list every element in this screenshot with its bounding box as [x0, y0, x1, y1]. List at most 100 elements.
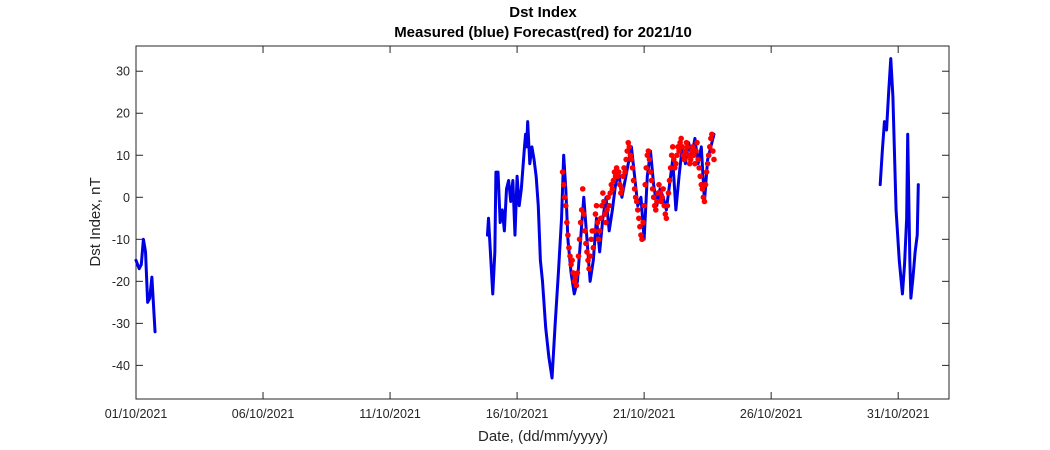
forecast-point: [564, 219, 570, 226]
y-tick-label: 20: [116, 107, 130, 121]
forecast-point: [709, 131, 715, 138]
forecast-point: [701, 198, 708, 205]
forecast-point: [698, 181, 705, 188]
forecast-point: [598, 202, 605, 209]
forecast-point: [702, 181, 709, 188]
forecast-point: [690, 144, 696, 150]
forecast-point: [640, 219, 646, 226]
forecast-point: [629, 165, 636, 171]
forecast-point: [580, 211, 587, 217]
forecast-point: [623, 156, 629, 163]
forecast-point: [634, 207, 641, 213]
forecast-point: [632, 194, 639, 201]
forecast-point: [575, 253, 582, 259]
forecast-point: [610, 177, 617, 184]
forecast-point: [569, 257, 575, 264]
forecast-point: [658, 198, 664, 205]
forecast-point: [704, 160, 711, 167]
forecast-point: [667, 165, 674, 171]
forecast-point: [572, 274, 579, 280]
forecast-point: [703, 169, 710, 175]
forecast-point: [559, 169, 566, 175]
forecast-point: [566, 244, 572, 251]
forecast-point: [643, 165, 650, 171]
x-axis-label: Date, (dd/mm/yyyy): [478, 428, 608, 445]
forecast-point: [618, 190, 624, 196]
series-layer: [134, 57, 920, 380]
x-tick-label: 16/10/2021: [486, 407, 549, 421]
forecast-point: [621, 165, 627, 171]
forecast-point: [699, 186, 706, 192]
forecast-point: [582, 228, 588, 234]
forecast-point: [614, 173, 621, 180]
forecast-point: [659, 194, 665, 201]
forecast-point: [662, 211, 669, 217]
forecast-point: [645, 148, 652, 154]
forecast-point: [603, 219, 609, 226]
forecast-point: [620, 173, 626, 180]
forecast-point: [593, 202, 600, 209]
forecast-point: [651, 202, 658, 209]
forecast-point: [682, 148, 689, 154]
forecast-point: [600, 190, 606, 196]
forecast-point: [644, 152, 651, 159]
forecast-point: [587, 253, 593, 259]
forecast-point: [686, 160, 693, 167]
forecast-point: [657, 190, 663, 196]
forecast-point: [586, 265, 592, 272]
forecast-point: [609, 186, 616, 192]
y-tick-label: -30: [112, 317, 130, 331]
x-tick-label: 11/10/2021: [359, 407, 421, 421]
x-tick-label: 31/10/2021: [867, 407, 930, 421]
forecast-point: [676, 148, 682, 154]
forecast-point: [624, 148, 630, 154]
forecast-point: [616, 181, 623, 188]
plot-area: [135, 45, 950, 400]
forecast-point: [594, 219, 601, 226]
y-tick-label: -10: [112, 233, 130, 247]
forecast-point: [571, 278, 578, 285]
forecast-point: [590, 244, 597, 251]
forecast-point: [615, 169, 622, 175]
forecast-point: [669, 144, 676, 150]
forecast-point: [711, 156, 717, 163]
forecast-point: [588, 236, 594, 243]
y-axis: -40 -30 -20 -10 0 10 20 30: [112, 65, 949, 373]
forecast-point: [636, 215, 642, 222]
forecast-point: [584, 249, 590, 255]
forecast-point: [573, 282, 580, 289]
forecast-point: [652, 207, 659, 213]
forecast-point: [681, 156, 688, 163]
chart-subtitle: Measured (blue) Forecast(red) for 2021/1…: [394, 24, 692, 41]
forecast-point: [613, 165, 620, 171]
forecast-point: [627, 152, 634, 159]
forecast-point: [619, 186, 625, 192]
measured-line: [134, 237, 157, 334]
forecast-point: [583, 240, 589, 247]
x-tick-label: 26/10/2021: [740, 407, 803, 421]
x-axis: 01/10/2021 06/10/2021 11/10/2021 16/10/2021…: [105, 46, 930, 421]
forecast-point: [604, 207, 610, 213]
forecast-point: [691, 152, 697, 159]
forecast-point: [568, 261, 574, 268]
forecast-point: [647, 169, 654, 175]
forecast-point: [649, 186, 656, 192]
forecast-point: [631, 186, 638, 192]
forecast-point: [574, 270, 581, 276]
forecast-point: [607, 190, 614, 196]
forecast-point: [696, 165, 702, 171]
forecast-point: [694, 139, 700, 146]
forecast-point: [606, 202, 612, 209]
forecast-point: [673, 160, 679, 167]
forecast-point: [692, 160, 698, 167]
forecast-point: [705, 152, 712, 159]
forecast-point: [646, 156, 653, 163]
forecast-point: [656, 181, 662, 188]
forecast-point: [677, 139, 683, 146]
forecast-point: [666, 177, 673, 184]
forecast-point: [684, 144, 691, 150]
forecast-point: [579, 186, 586, 192]
forecast-point: [633, 198, 640, 205]
x-tick-label: 06/10/2021: [232, 407, 295, 421]
